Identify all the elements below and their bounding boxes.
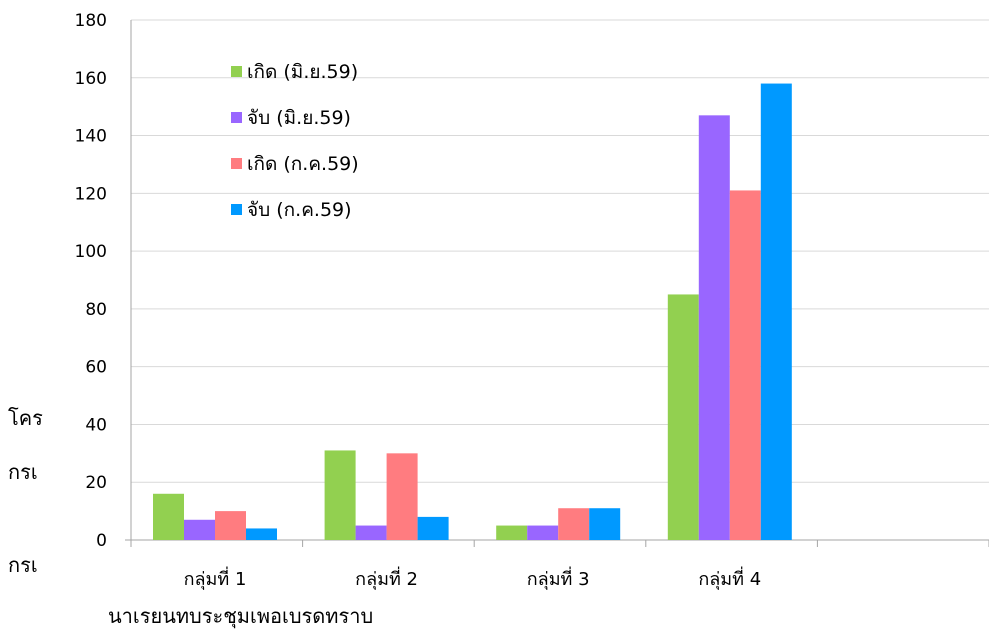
- bar: [153, 493, 184, 540]
- y-tick-label: 0: [96, 531, 107, 551]
- bar: [184, 519, 215, 540]
- legend-label: จับ (มิ.ย.59): [247, 107, 351, 129]
- bar: [589, 508, 621, 540]
- background-text-bottom: นาเรยนทบระชุมเพอเบรดทราบ: [108, 604, 374, 628]
- y-tick-label: 180: [75, 11, 107, 31]
- bar: [527, 525, 559, 540]
- y-tick-label: 40: [85, 415, 107, 435]
- bar: [496, 525, 528, 540]
- y-tick-label: 160: [75, 69, 107, 89]
- background-text-fragment: กรเ: [8, 553, 38, 577]
- x-category-label: กลุ่มที่ 4: [698, 566, 761, 590]
- x-category-label: กลุ่มที่ 1: [184, 566, 247, 590]
- bar: [417, 516, 449, 540]
- bar: [729, 190, 761, 540]
- bar: [760, 83, 792, 541]
- bar: [667, 294, 699, 540]
- bar: [558, 508, 590, 540]
- background-text-fragment: กรเ: [8, 460, 38, 484]
- y-tick-label: 20: [85, 473, 107, 493]
- legend-swatch: [231, 66, 242, 77]
- x-category-label: กลุ่มที่ 3: [527, 566, 590, 590]
- y-tick-label: 60: [85, 358, 107, 378]
- y-tick-label: 140: [75, 127, 107, 147]
- legend-label: เกิด (ก.ค.59): [247, 153, 359, 175]
- legend-swatch: [231, 112, 242, 123]
- y-tick-label: 80: [85, 300, 107, 320]
- bar: [215, 511, 246, 540]
- bar: [324, 450, 356, 540]
- legend-swatch: [231, 158, 242, 169]
- bar: [386, 453, 418, 540]
- background-text-fragment: โคร: [8, 406, 43, 430]
- legend-label: เกิด (มิ.ย.59): [247, 61, 358, 83]
- legend-label: จับ (ก.ค.59): [247, 199, 352, 221]
- y-tick-label: 120: [75, 184, 107, 204]
- bar: [698, 115, 730, 540]
- bar: [355, 525, 387, 540]
- legend-swatch: [231, 204, 242, 215]
- bar: [246, 528, 277, 540]
- x-category-label: กลุ่มที่ 2: [355, 566, 418, 590]
- y-tick-label: 100: [75, 242, 107, 262]
